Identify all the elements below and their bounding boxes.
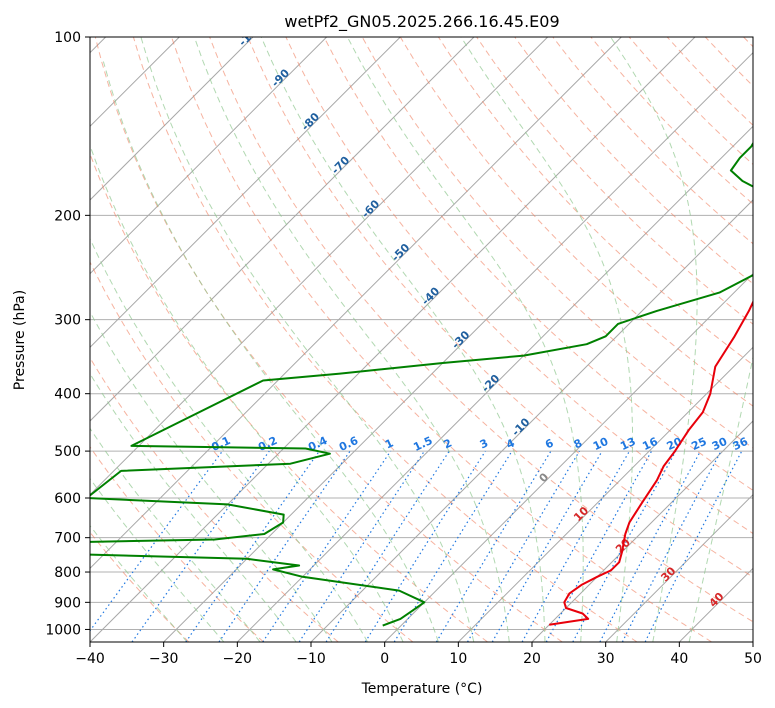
x-tick-label: 50 (744, 651, 762, 667)
moist-adiabat-line (90, 477, 225, 642)
isotherm-line (90, 37, 696, 642)
moist-adiabat-line (193, 37, 510, 642)
y-axis-ticks: 100 200 300 400 500 600 700 800 900 1000 (45, 30, 90, 638)
mixing-ratio-line (325, 450, 450, 642)
mixing-ratio-label: 13 (618, 435, 637, 453)
dry-adiabat-line (476, 37, 753, 325)
dry-adiabat-line (90, 260, 414, 642)
moist-adiabat-line (102, 61, 439, 642)
mixing-ratio-label: 25 (689, 435, 708, 453)
mixing-ratio-lines (90, 450, 743, 642)
dewpoint-profile-line (90, 141, 753, 627)
sounding-series (90, 141, 753, 627)
y-tick-label: 900 (54, 595, 81, 611)
moist-adiabat-line (90, 310, 333, 642)
x-tick-label: 10 (449, 651, 467, 667)
dry-adiabat-line (285, 37, 753, 535)
mixing-ratio-line (393, 450, 513, 642)
mixing-ratio-line (262, 450, 392, 642)
mixing-ratio-line (185, 450, 320, 642)
isotherm-line (605, 493, 753, 642)
dry-adiabat-label: -100 (236, 20, 265, 49)
isotherm-line (531, 420, 753, 642)
mixing-ratio-label: 16 (640, 435, 660, 453)
mixing-ratio-line (364, 450, 486, 642)
moist-adiabat-line (90, 524, 188, 642)
y-tick-label: 1000 (45, 622, 81, 638)
isotherm-line (90, 37, 401, 349)
isotherm-line (90, 37, 475, 422)
dry-adiabat-line (132, 37, 638, 642)
y-tick-label: 500 (54, 444, 81, 460)
mixing-ratio-line (572, 450, 677, 642)
moist-adiabat-line (90, 372, 297, 642)
mixing-ratio-line (298, 450, 425, 642)
y-tick-label: 700 (54, 531, 81, 547)
moist-adiabat-line (140, 37, 475, 642)
isotherm-line (384, 272, 753, 642)
moist-adiabat-line (460, 37, 633, 642)
x-tick-label: −20 (223, 651, 253, 667)
y-tick-label: 100 (54, 30, 81, 46)
y-tick-label: 200 (54, 208, 81, 224)
isotherm-line (90, 37, 254, 201)
mixing-ratio-line (466, 450, 580, 642)
mixing-ratio-label: 36 (731, 435, 751, 453)
y-tick-label: 600 (54, 491, 81, 507)
moist-adiabat-line (688, 355, 753, 642)
x-tick-label: 30 (597, 651, 615, 667)
dry-adiabat-line (171, 37, 712, 642)
x-axis-ticks: −40 −30 −20 −10 0 10 20 30 40 50 (75, 642, 762, 667)
isotherm-grid (90, 37, 753, 642)
mixing-ratio-label: 10 (591, 435, 611, 453)
dry-adiabat-line (247, 37, 753, 578)
y-tick-label: 300 (54, 313, 81, 329)
mixing-ratio-line (218, 450, 351, 642)
x-tick-label: 40 (670, 651, 688, 667)
dry-adiabat-line (209, 37, 753, 623)
chart-title: wetPf2_GN05.2025.266.16.45.E09 (284, 12, 559, 32)
x-tick-label: −10 (296, 651, 326, 667)
isotherm-line (457, 346, 753, 642)
plot-frame (89, 36, 754, 643)
x-tick-label: −30 (149, 651, 179, 667)
mixing-ratio-line (435, 450, 552, 642)
isotherm-line (90, 37, 549, 496)
y-tick-label: 400 (54, 387, 81, 403)
moist-adiabat-line (346, 37, 584, 642)
isotherm-line (236, 125, 753, 642)
moist-adiabat-line (260, 37, 546, 642)
mixing-ratio-line (599, 450, 702, 642)
isotherm-line (90, 37, 328, 275)
x-axis-title: Temperature (°C) (361, 681, 483, 697)
moist-adiabat-line (90, 237, 369, 642)
dry-adiabat-line (514, 37, 753, 285)
mixing-ratio-label: 30 (710, 435, 730, 453)
isobar-grid (90, 37, 753, 630)
y-axis-title: Pressure (hPa) (12, 290, 28, 390)
moist-adiabat-line (610, 37, 698, 642)
mixing-ratio-label: 20 (665, 435, 685, 453)
x-tick-label: 0 (380, 651, 389, 667)
dry-adiabat-line (90, 446, 264, 642)
x-tick-label: 20 (523, 651, 541, 667)
x-tick-label: −40 (75, 651, 105, 667)
temperature-profile-line (549, 299, 753, 626)
dry-adiabat-line (323, 37, 753, 491)
y-tick-label: 800 (54, 565, 81, 581)
